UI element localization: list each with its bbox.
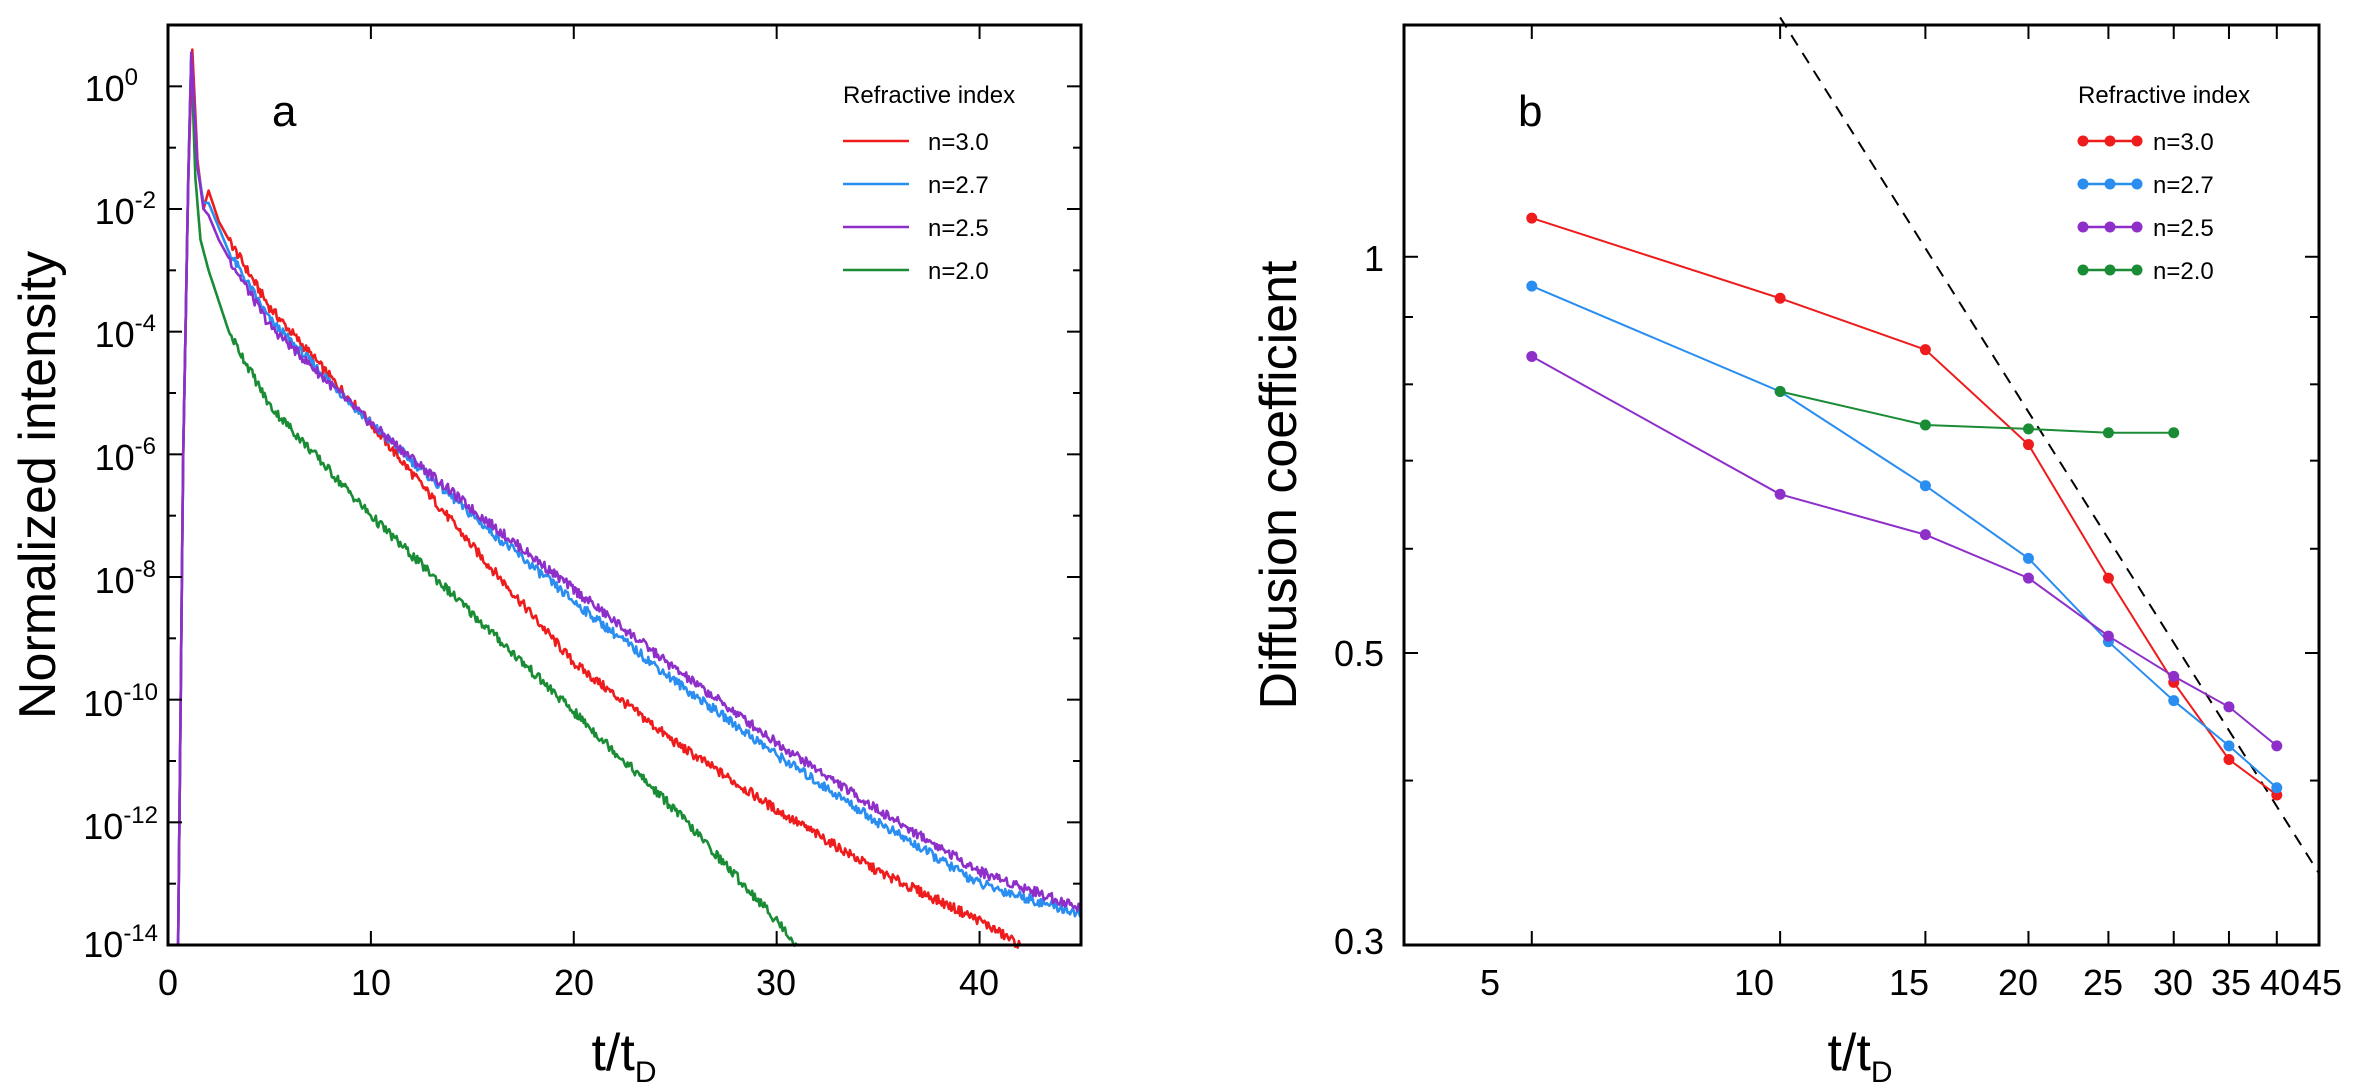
panel-a: 100 10-2 10-4 10-6 10-8 10-10 10-12 10-1… bbox=[9, 23, 1083, 1084]
panel-a-ytick-label: 10-10 bbox=[83, 679, 158, 724]
panel-a-series-line bbox=[176, 54, 798, 947]
panel-a-legend-label: n=3.0 bbox=[928, 129, 989, 156]
panel-b-data-point bbox=[2022, 439, 2034, 451]
panel-b-xtick-label: 20 bbox=[1998, 962, 2038, 1003]
panel-b-plot-frame bbox=[1402, 23, 2321, 947]
panel-b-series-line bbox=[1531, 355, 2278, 747]
panel-b-data-point bbox=[2102, 427, 2114, 439]
panel-b-data-point bbox=[2168, 695, 2180, 707]
panel-b-legend: Refractive index n=3.0 n=2.7 n=2.5 n=2.0 bbox=[2077, 82, 2250, 285]
panel-a-series-line bbox=[176, 48, 1022, 949]
panel-a-ticks bbox=[167, 25, 1081, 946]
panel-b-data-point bbox=[1774, 488, 1786, 500]
panel-b-data-point bbox=[1526, 280, 1538, 292]
panel-b-data-point bbox=[1774, 386, 1786, 398]
panel-b-legend-marker bbox=[2077, 264, 2089, 276]
panel-b-data-point bbox=[2168, 670, 2180, 682]
panel-b-legend-label: n=2.5 bbox=[2153, 215, 2214, 242]
panel-b-data-point bbox=[1774, 292, 1786, 304]
panel-b-data-point bbox=[1526, 350, 1538, 362]
panel-b-series-line bbox=[1531, 217, 2278, 796]
panel-b-legend-marker bbox=[2131, 135, 2143, 147]
panel-a-ytick-label: 10-8 bbox=[95, 556, 156, 601]
panel-b-series-line bbox=[1531, 285, 2278, 789]
panel-b-ytick-label: 0.3 bbox=[1334, 921, 1384, 962]
panel-b-x-axis-title: t/tD bbox=[1827, 1024, 1892, 1084]
panel-a-ytick-label: 10-6 bbox=[95, 433, 156, 478]
panel-a-plot-frame bbox=[166, 23, 1083, 947]
panel-b-data-point bbox=[1919, 419, 1931, 431]
panel-b-data-point bbox=[2022, 552, 2034, 564]
panel-a-xtick-label: 20 bbox=[554, 962, 594, 1003]
panel-b-data-point bbox=[1919, 529, 1931, 541]
panel-a-xtick-label: 30 bbox=[756, 962, 796, 1003]
panel-a-ytick-label: 10-12 bbox=[83, 802, 158, 847]
panel-b-series-group bbox=[1526, 16, 2320, 874]
panel-b-data-point bbox=[2102, 572, 2114, 584]
panel-b-data-point bbox=[1919, 344, 1931, 356]
panel-b-reference-line bbox=[1779, 16, 2320, 874]
panel-a-legend-label: n=2.7 bbox=[928, 172, 989, 199]
panel-a-legend-label: n=2.5 bbox=[928, 215, 989, 242]
panel-b-data-point bbox=[2022, 572, 2034, 584]
panel-b-data-point bbox=[2223, 754, 2235, 766]
panel-a-legend-title: Refractive index bbox=[843, 82, 1015, 109]
panel-b-legend-marker bbox=[2131, 264, 2143, 276]
panel-a-legend: Refractive index n=3.0 n=2.7 n=2.5 n=2.0 bbox=[843, 82, 1015, 285]
panel-a-ytick-label: 10-4 bbox=[95, 310, 156, 355]
panel-b-data-point bbox=[2168, 427, 2180, 439]
panel-b-data-point bbox=[2102, 630, 2114, 642]
panel-b-legend-marker bbox=[2131, 178, 2143, 190]
panel-b-legend-label: n=3.0 bbox=[2153, 129, 2214, 156]
panel-a-series-group bbox=[176, 48, 1083, 949]
panel-b-data-point bbox=[2223, 701, 2235, 713]
panel-a-y-axis-title: Normalized intensity bbox=[9, 251, 67, 719]
panel-b-data-point bbox=[2271, 782, 2283, 794]
panel-b-legend-label: n=2.0 bbox=[2153, 258, 2214, 285]
panel-b-legend-marker bbox=[2104, 264, 2116, 276]
panel-b-letter: b bbox=[1518, 87, 1542, 136]
panel-b-data-point bbox=[1526, 212, 1538, 224]
panel-b-xtick-label: 25 bbox=[2083, 962, 2123, 1003]
panel-b-legend-label: n=2.7 bbox=[2153, 172, 2214, 199]
panel-a-legend-label: n=2.0 bbox=[928, 258, 989, 285]
panel-b-data-point bbox=[2223, 740, 2235, 752]
panel-b-ticks bbox=[1404, 25, 2320, 946]
panel-b-ytick-label: 0.5 bbox=[1334, 633, 1384, 674]
panel-b-legend-marker bbox=[2131, 221, 2143, 233]
panel-b-legend-marker bbox=[2077, 221, 2089, 233]
panel-b-legend-marker bbox=[2077, 178, 2089, 190]
panel-b-xtick-label: 5 bbox=[1480, 962, 1500, 1003]
panel-b-y-axis-title: Diffusion coefficient bbox=[1250, 260, 1308, 710]
panel-b-data-point bbox=[2271, 740, 2283, 752]
panel-b-xtick-label: 10 bbox=[1734, 962, 1774, 1003]
panel-a-ytick-label: 10-2 bbox=[95, 187, 156, 232]
panel-b-legend-marker bbox=[2104, 221, 2116, 233]
panel-b-xtick-label: 15 bbox=[1889, 962, 1929, 1003]
panel-a-ytick-label: 10-14 bbox=[83, 920, 158, 965]
panel-b-xtick-label: 35 bbox=[2211, 962, 2251, 1003]
panel-a-ytick-label: 100 bbox=[85, 64, 138, 109]
panel-b-legend-title: Refractive index bbox=[2078, 82, 2250, 109]
panel-b-xtick-label: 40 bbox=[2260, 962, 2300, 1003]
panel-a-series-line bbox=[176, 51, 1082, 946]
panel-b-ytick-label: 1 bbox=[1364, 238, 1384, 279]
panel-b: 0.3 0.5 1 5 10 15 20 25 30 35 40 45 t/tD… bbox=[1250, 16, 2342, 1084]
panel-a-xtick-label: 0 bbox=[158, 962, 178, 1003]
panel-b-legend-marker bbox=[2104, 178, 2116, 190]
panel-b-legend-marker bbox=[2104, 135, 2116, 147]
panel-a-xtick-label: 10 bbox=[351, 962, 391, 1003]
panel-a-letter: a bbox=[272, 87, 297, 136]
panel-a-x-axis-title: t/tD bbox=[591, 1024, 656, 1084]
panel-a-xtick-label: 40 bbox=[959, 962, 999, 1003]
panel-b-legend-marker bbox=[2077, 135, 2089, 147]
panel-b-data-point bbox=[1919, 480, 1931, 492]
panel-b-xtick-label: 30 bbox=[2153, 962, 2193, 1003]
panel-b-xtick-label: 45 bbox=[2302, 962, 2342, 1003]
panel-b-data-point bbox=[2022, 423, 2034, 435]
